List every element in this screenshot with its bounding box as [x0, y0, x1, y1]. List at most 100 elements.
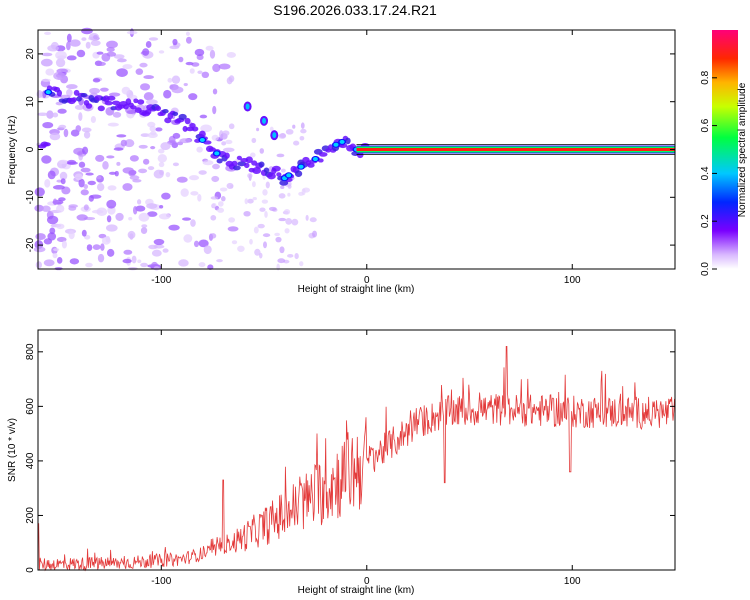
ridge-blob [276, 172, 282, 177]
ridge-highlight-inner [339, 139, 345, 144]
noise-blob [78, 161, 86, 168]
noise-blob [122, 258, 132, 264]
noise-blob [285, 217, 293, 225]
noise-blob [189, 68, 195, 74]
noise-blob [89, 87, 101, 94]
noise-blob [66, 84, 78, 90]
ridge-highlight-inner [286, 173, 292, 178]
noise-blob [139, 62, 148, 68]
noise-blob [83, 131, 91, 139]
noise-blob [36, 90, 43, 98]
noise-blob [123, 249, 133, 255]
noise-blob [34, 187, 45, 197]
snr-plot-area [38, 330, 675, 570]
colorbar-ticks: 0.0 0.2 0.4 0.6 0.8 [700, 70, 717, 276]
snr-ticks: -100 0 100 0 200 400 600 800 [25, 330, 675, 587]
noise-blob [256, 127, 260, 132]
colorbar-tick-label: 0.4 [700, 166, 711, 180]
noise-blob [106, 40, 118, 49]
noise-blob [258, 252, 263, 259]
noise-blob [158, 161, 165, 168]
noise-blob [302, 187, 311, 193]
noise-blob [66, 159, 77, 165]
colorbar-tick-label: 0.6 [700, 118, 711, 132]
noise-blob [41, 155, 52, 164]
noise-blob [212, 63, 221, 73]
x-tick-label: 0 [364, 275, 370, 286]
noise-blob [53, 71, 66, 81]
noise-blob [131, 255, 137, 264]
noise-blob [41, 205, 51, 212]
noise-blob [49, 132, 61, 141]
noise-blob [122, 183, 133, 191]
noise-blob [43, 238, 53, 245]
noise-blob [121, 86, 131, 95]
noise-blob [247, 173, 253, 179]
noise-blob [69, 39, 81, 47]
noise-blob [292, 124, 296, 129]
noise-blob [161, 192, 171, 200]
noise-blob [160, 142, 171, 151]
noise-blob [198, 239, 209, 248]
noise-blob [56, 256, 63, 264]
noise-blob [158, 50, 165, 54]
noise-blob [217, 207, 225, 213]
noise-blob [88, 33, 100, 41]
noise-blob [135, 205, 146, 212]
noise-blob [47, 45, 59, 52]
noise-blob [201, 71, 210, 79]
noise-blob [244, 198, 248, 205]
noise-blob [225, 139, 233, 145]
noise-blob [249, 238, 253, 245]
ridge-blob [144, 109, 152, 115]
noise-blob [226, 77, 233, 85]
ridge-blob [85, 103, 93, 109]
noise-blob [280, 168, 286, 173]
noise-blob [312, 230, 318, 238]
noise-blob [200, 124, 213, 133]
noise-blob [44, 179, 51, 188]
noise-blob [298, 191, 304, 196]
noise-blob [138, 212, 150, 222]
noise-blob [278, 193, 286, 199]
noise-blob [66, 33, 72, 43]
noise-blob [157, 154, 168, 163]
noise-blob [171, 86, 184, 94]
noise-blob [58, 124, 67, 129]
noise-blob [198, 262, 206, 268]
snr-x-label: Height of straight line (km) [298, 585, 415, 596]
ridge-highlight-inner [214, 151, 220, 156]
ridge-blob [162, 109, 169, 114]
noise-blob [172, 38, 178, 46]
noise-blob [252, 197, 257, 201]
colorbar-tick-label: 0.2 [700, 214, 711, 228]
noise-blob [105, 235, 111, 243]
noise-blob [194, 48, 205, 57]
ridge-blob [76, 96, 82, 102]
noise-blob [280, 185, 285, 190]
noise-blob [138, 168, 148, 174]
noise-blob [129, 175, 140, 180]
secondary-ridge-core [262, 117, 267, 124]
noise-blob [141, 224, 148, 228]
noise-blob [196, 146, 203, 153]
noise-blob [90, 40, 101, 47]
noise-blob [75, 125, 82, 133]
y-tick-label: -20 [25, 237, 36, 252]
y-tick-label: 0 [25, 146, 36, 152]
noise-blob [299, 136, 305, 141]
noise-blob [249, 152, 256, 158]
noise-blob [47, 170, 56, 180]
colorbar-tick-label: 0.0 [700, 262, 711, 276]
noise-blob [259, 207, 266, 212]
ridge-blob [137, 99, 145, 105]
noise-blob [56, 223, 65, 230]
ridge-blob [182, 125, 188, 132]
noise-blob [283, 208, 291, 215]
ridge-highlight-inner [298, 164, 304, 169]
ridge-blob [133, 98, 139, 104]
noise-blob [92, 78, 101, 83]
noise-blob [171, 75, 181, 84]
noise-blob [106, 155, 115, 159]
noise-blob [96, 51, 104, 55]
